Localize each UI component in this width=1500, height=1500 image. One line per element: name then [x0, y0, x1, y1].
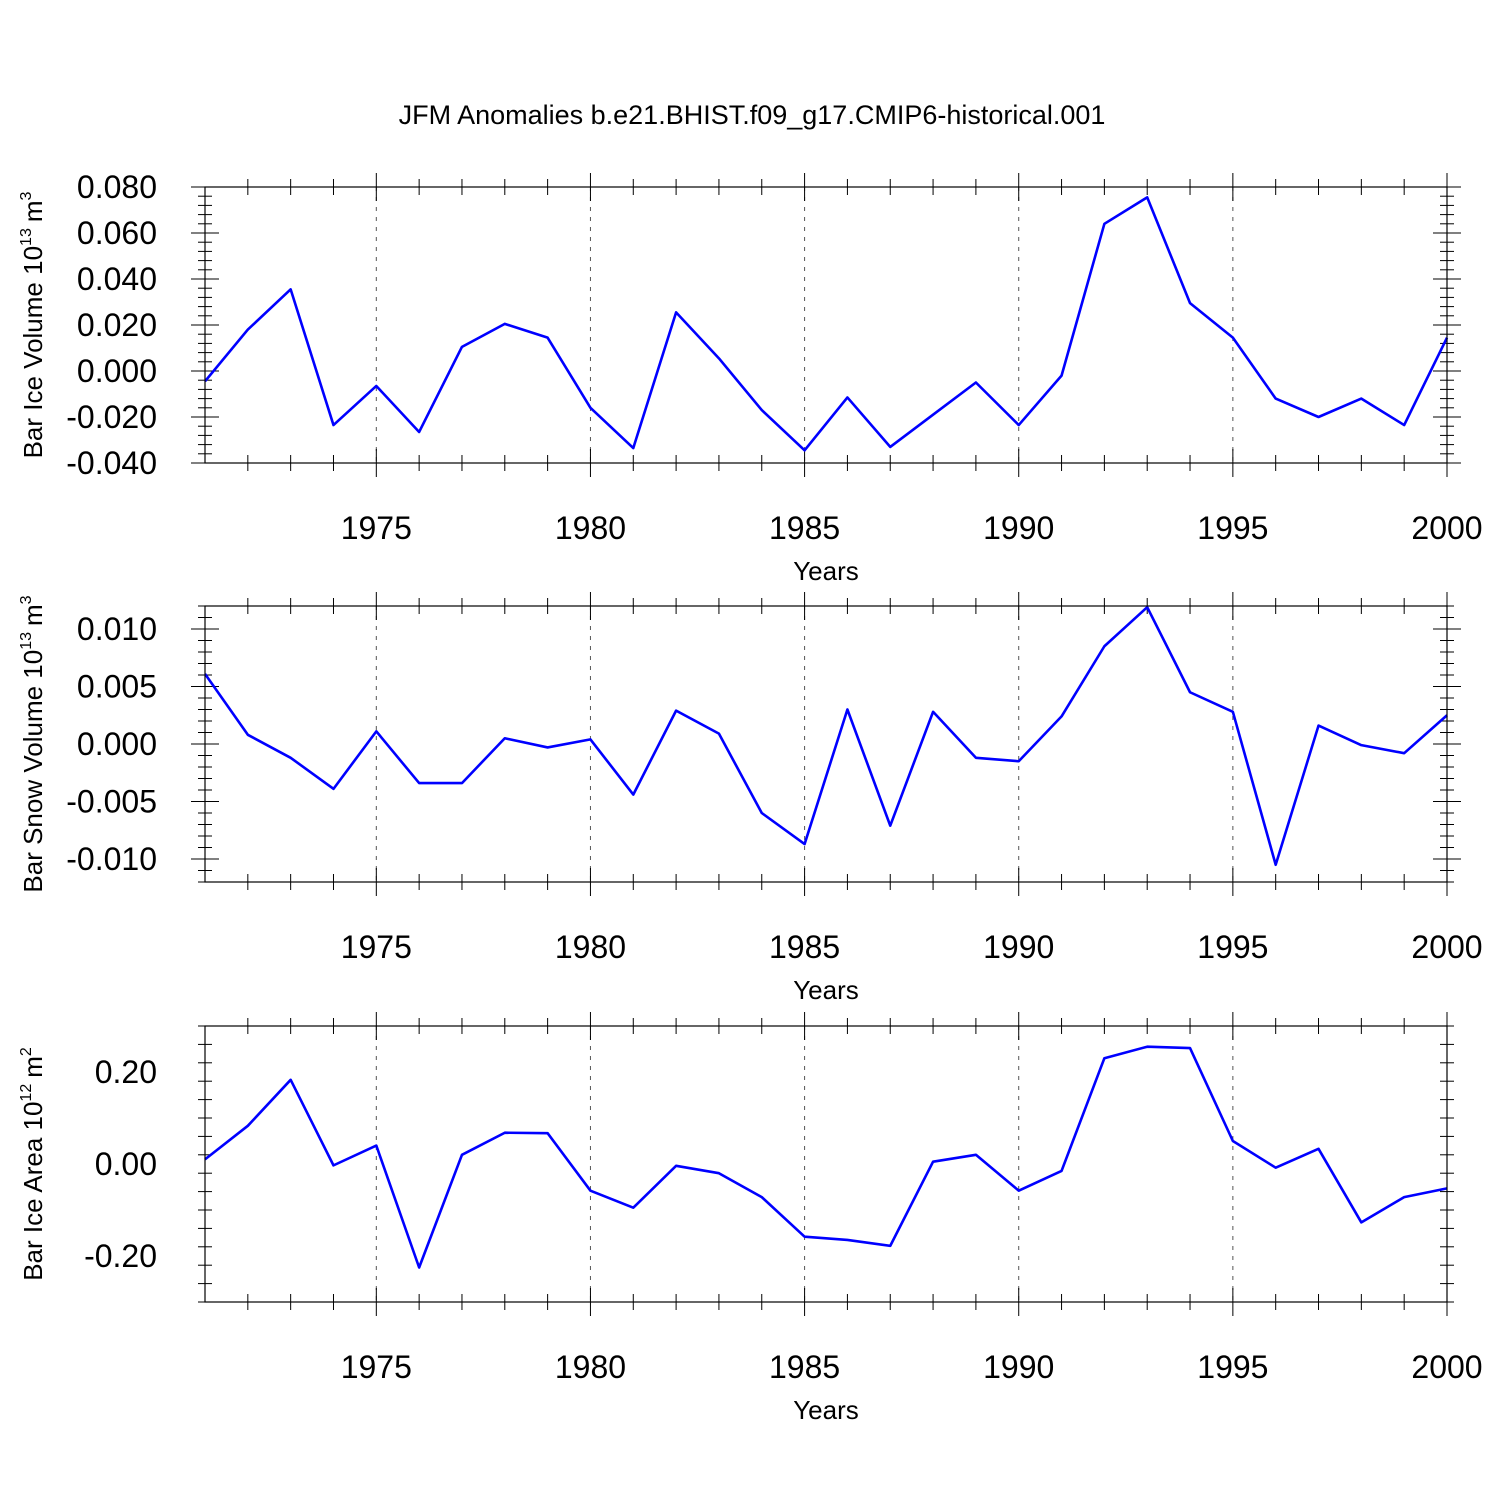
- x-tick-label-1985: 1985: [769, 510, 840, 546]
- y-tick-label: 0.080: [77, 169, 157, 205]
- x-tick-label-1990: 1990: [983, 510, 1054, 546]
- x-tick-label-1995: 1995: [1197, 510, 1268, 546]
- x-tick-label-1995: 1995: [1197, 929, 1268, 965]
- y-tick-label: 0.005: [77, 669, 157, 705]
- x-axis-label: Years: [793, 556, 859, 586]
- y-axis-label-text: Bar Ice Volume 10: [18, 246, 48, 458]
- y-axis-label-exponent: 13: [18, 228, 35, 246]
- y-tick-label: 0.00: [95, 1146, 157, 1182]
- y-axis-label-unit-exponent: 2: [18, 1047, 35, 1056]
- y-tick-label: 0.010: [77, 611, 157, 647]
- y-axis-label-text: Bar Snow Volume 10: [18, 650, 48, 893]
- x-tick-label-1980: 1980: [555, 929, 626, 965]
- x-axis-label: Years: [793, 1395, 859, 1425]
- chart-panel-3: -0.20 0.00 0.20 1975 1980 1985 1990 1995 2000 Yea…: [18, 1012, 1483, 1425]
- y-axis-label-exponent: 12: [18, 1084, 35, 1102]
- chart-panel-2: -0.010 -0.005 0.000 0.005 0.010 1975 1980 1985 1…: [18, 592, 1483, 1005]
- x-tick-label-2000: 2000: [1411, 929, 1482, 965]
- figure-title: JFM Anomalies b.e21.BHIST.f09_g17.CMIP6-…: [399, 100, 1106, 130]
- chart-panels: -0.040 -0.020 0.000 0.020 0.040 0.060 0.080 197…: [18, 169, 1483, 1425]
- series-line-3: [204, 1045, 1448, 1269]
- series-line-1: [203, 196, 1449, 452]
- y-tick-label: -0.010: [66, 841, 157, 877]
- y-axis-label-text: Bar Ice Area 10: [18, 1102, 48, 1281]
- y-tick-label: -0.005: [66, 784, 157, 820]
- plot-frame: [204, 186, 1448, 464]
- series-line-2: [203, 605, 1448, 867]
- x-tick-label-1990: 1990: [983, 929, 1054, 965]
- y-axis-label-unit-exponent: 3: [18, 191, 35, 200]
- x-tick-label-1980: 1980: [555, 510, 626, 546]
- y-axis-label-unit: m: [18, 1056, 48, 1078]
- plot-frame: [204, 1025, 1448, 1303]
- x-tick-label-1985: 1985: [769, 1349, 840, 1385]
- y-axis-label-unit: m: [18, 604, 48, 626]
- x-tick-label-1975: 1975: [341, 510, 412, 546]
- y-tick-label: 0.000: [77, 726, 157, 762]
- x-tick-label-1985: 1985: [769, 929, 840, 965]
- y-axis-label-exponent: 13: [18, 632, 35, 650]
- x-tick-label-1980: 1980: [555, 1349, 626, 1385]
- x-tick-label-1975: 1975: [341, 929, 412, 965]
- y-axis-label-unit: m: [18, 200, 48, 222]
- y-tick-label: -0.020: [66, 399, 157, 435]
- x-tick-label-1975: 1975: [341, 1349, 412, 1385]
- x-tick-label-2000: 2000: [1411, 510, 1482, 546]
- y-tick-label: -0.040: [66, 445, 157, 481]
- y-tick-label: 0.000: [77, 353, 157, 389]
- y-axis-label-unit-exponent: 3: [18, 595, 35, 604]
- chart-panel-1: -0.040 -0.020 0.000 0.020 0.040 0.060 0.080 197…: [18, 169, 1483, 586]
- x-tick-label-2000: 2000: [1411, 1349, 1482, 1385]
- y-tick-label: -0.20: [84, 1238, 157, 1274]
- x-axis-label: Years: [793, 975, 859, 1005]
- x-tick-label-1995: 1995: [1197, 1349, 1268, 1385]
- x-tick-label-1990: 1990: [983, 1349, 1054, 1385]
- y-tick-label: 0.020: [77, 307, 157, 343]
- plot-frame: [204, 605, 1448, 883]
- y-tick-label: 0.040: [77, 261, 157, 297]
- y-axis-label: Bar Ice Volume 1013 m3: [18, 191, 48, 458]
- y-axis-label: Bar Snow Volume 1013 m3: [18, 595, 48, 892]
- y-tick-label: 0.20: [95, 1054, 157, 1090]
- y-axis-label: Bar Ice Area 1012 m2: [18, 1047, 48, 1281]
- y-tick-label: 0.060: [77, 215, 157, 251]
